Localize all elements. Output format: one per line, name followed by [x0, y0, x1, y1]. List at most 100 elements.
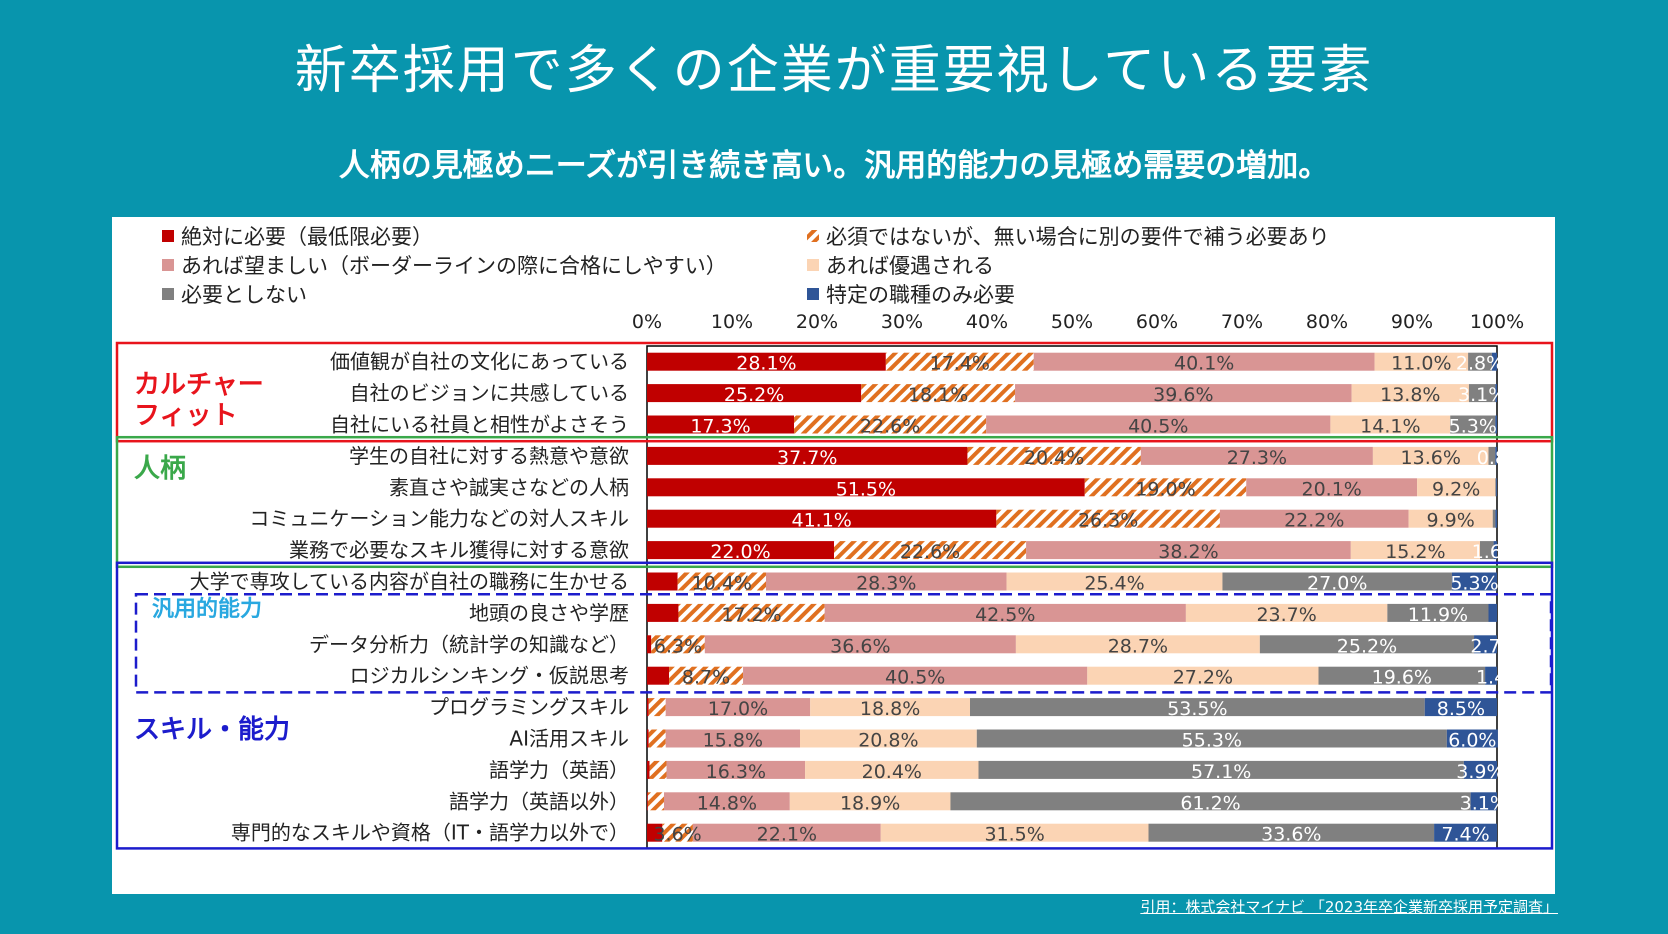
- data-label: 3.6%: [653, 824, 701, 846]
- bar-segment: [1351, 384, 1469, 403]
- bar-segment: [647, 698, 649, 717]
- data-label: 37.7%: [777, 447, 837, 469]
- bar-segment: [669, 666, 744, 685]
- bar-segment: [1140, 446, 1373, 465]
- bar-segment: [976, 729, 1447, 748]
- bar-segment: [996, 509, 1220, 528]
- bar-segment: [1446, 729, 1498, 748]
- row-label: 学生の自社に対する熱意や意欲: [349, 444, 629, 468]
- bar-segment: [1350, 541, 1480, 560]
- bar-segment: [1495, 446, 1497, 465]
- data-label: 22.0%: [710, 541, 770, 563]
- data-label: 27.0%: [1307, 573, 1367, 595]
- data-label: 18.9%: [840, 792, 900, 814]
- bar-segment: [834, 541, 1027, 560]
- data-label: 1.6: [1472, 541, 1502, 563]
- bar-segment: [647, 792, 648, 811]
- data-label: 5.3%: [1449, 416, 1497, 438]
- bar-segment: [1084, 478, 1247, 497]
- citation-link[interactable]: 引用：株式会社マイナビ 「2023年卒企業新卒採用予定調査」: [1140, 898, 1558, 916]
- bar-segment: [678, 603, 825, 622]
- x-tick-label: 40%: [966, 311, 1008, 333]
- bar-segment: [665, 729, 800, 748]
- row-label: データ分析力（統計学の知識など）: [309, 632, 629, 656]
- bar-segment: [1491, 352, 1497, 371]
- x-tick-label: 10%: [711, 311, 753, 333]
- bar-segment: [1015, 635, 1260, 654]
- data-label: 22.6%: [900, 541, 960, 563]
- bar-segment: [692, 823, 881, 842]
- bar-segment: [704, 635, 1016, 654]
- bar-segment: [1387, 603, 1489, 622]
- data-label: 28.7%: [1108, 635, 1168, 657]
- data-label: 20.1%: [1301, 478, 1361, 500]
- data-label: 14.8%: [697, 792, 757, 814]
- data-label: 19.0%: [1135, 478, 1195, 500]
- x-tick-label: 0%: [632, 311, 662, 333]
- bar-segment: [649, 760, 667, 779]
- legend-swatch: [162, 259, 174, 271]
- bar-segment: [766, 572, 1007, 591]
- legend-swatch: [162, 230, 174, 242]
- bar-segment: [970, 698, 1425, 717]
- bar-segment: [1246, 478, 1418, 497]
- group-box: [115, 561, 1554, 850]
- bar-segment: [665, 698, 811, 717]
- x-tick-label: 70%: [1221, 311, 1263, 333]
- bar-segment: [800, 729, 977, 748]
- row-label: ロジカルシンキング・仮説思考: [350, 664, 629, 688]
- data-label: 28.3%: [856, 573, 916, 595]
- data-label: 27.2%: [1173, 667, 1233, 689]
- bar-segment: [647, 666, 670, 685]
- bar-segment: [1470, 792, 1497, 811]
- data-label: 5.3%: [1450, 573, 1498, 595]
- bar-segment: [1450, 415, 1496, 434]
- row-label: 価値観が自社の文化にあっている: [330, 350, 629, 374]
- data-label: 26.3%: [1078, 510, 1138, 532]
- x-tick-label: 20%: [796, 311, 838, 333]
- row-label: 自社のビジョンに共感している: [350, 381, 629, 405]
- bar-segment: [1330, 415, 1451, 434]
- data-label: 20.4%: [862, 761, 922, 783]
- legend-swatch: [807, 230, 819, 242]
- bar-segment: [647, 729, 649, 748]
- bar-segment: [1434, 823, 1497, 842]
- data-label: 13.8%: [1380, 384, 1440, 406]
- data-label: 6.3%: [654, 635, 702, 657]
- data-label: 10.4%: [692, 573, 752, 595]
- bar-segment: [1408, 509, 1493, 528]
- data-label: 40.5%: [1128, 416, 1188, 438]
- bar-segment: [651, 635, 705, 654]
- data-label: 18.8%: [860, 698, 920, 720]
- chart-panel: 絶対に必要（最低限必要） 必須ではないが、無い場合に別の要件で補う必要あり あれば望…: [112, 217, 1555, 894]
- data-label: 25.4%: [1084, 573, 1144, 595]
- bar-segment: [647, 541, 834, 560]
- data-label: 28.1%: [736, 353, 796, 375]
- bar-segment: [986, 415, 1331, 434]
- bar-segment: [647, 509, 997, 528]
- data-label: 31.5%: [984, 824, 1044, 846]
- data-label: 6.0%: [1448, 730, 1496, 752]
- bar-segment: [1417, 478, 1496, 497]
- data-label: 23.7%: [1256, 604, 1316, 626]
- row-label: 地頭の良さや学歴: [469, 601, 629, 625]
- data-label: 25.2%: [724, 384, 784, 406]
- data-label: 9.2%: [1432, 478, 1480, 500]
- legend-label: 必須ではないが、無い場合に別の要件で補う必要あり: [826, 225, 1330, 249]
- row-label: 専門的なスキルや資格（IT・語学力以外で）: [231, 821, 629, 845]
- row-label: 業務で必要なスキル獲得に対する意欲: [289, 538, 629, 562]
- x-tick-label: 80%: [1306, 311, 1348, 333]
- data-label: 2.8%: [1456, 353, 1504, 375]
- data-label: 40.1%: [1174, 353, 1234, 375]
- data-label: 61.2%: [1180, 792, 1240, 814]
- bar-segment: [1495, 384, 1497, 403]
- bar-segment: [647, 384, 862, 403]
- data-label: 38.2%: [1158, 541, 1218, 563]
- x-tick-label: 60%: [1136, 311, 1178, 333]
- data-label: 7.4%: [1441, 824, 1489, 846]
- bar-segment: [647, 478, 1085, 497]
- row-label: コミュニケーション能力などの対人スキル: [249, 507, 629, 531]
- data-label: 15.2%: [1385, 541, 1445, 563]
- data-label: 8.5%: [1437, 698, 1485, 720]
- bar-segment: [647, 792, 664, 811]
